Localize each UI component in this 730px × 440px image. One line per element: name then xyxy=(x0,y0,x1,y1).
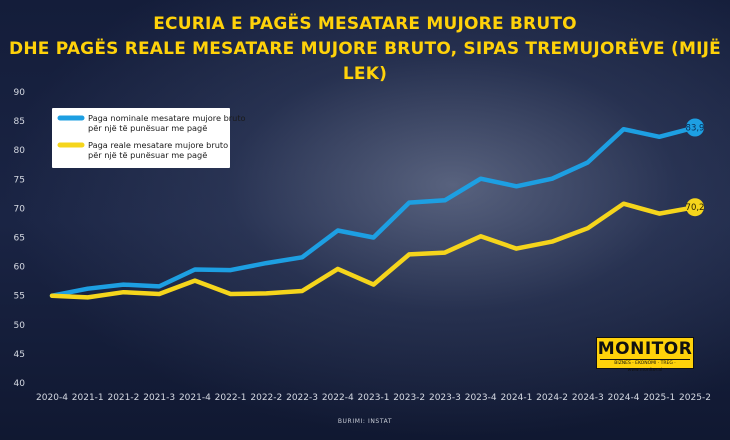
y-tick-label: 50 xyxy=(14,321,26,331)
x-tick-label: 2023-2 xyxy=(393,393,425,403)
logo-tagline: BIZNES · EKONOMI · TREG · www.monitor.al xyxy=(600,359,690,374)
y-tick-label: 55 xyxy=(14,292,25,302)
y-tick-label: 60 xyxy=(14,263,26,273)
y-axis: 40 45 50 55 60 65 70 75 80 85 90 xyxy=(14,88,26,389)
x-tick-label: 2024-3 xyxy=(572,393,604,403)
legend-label: Paga reale mesatare mujore bruto xyxy=(88,140,228,150)
x-tick-label: 2021-4 xyxy=(179,393,211,403)
series-lines xyxy=(49,125,698,300)
logo-brand: MONITOR xyxy=(597,339,693,359)
x-tick-label: 2021-2 xyxy=(107,393,139,403)
chart-title: ECURIA E PAGËS MESATARE MUJORE BRUTO DHE… xyxy=(0,12,730,87)
legend-label: Paga nominale mesatare mujore bruto xyxy=(88,113,246,123)
source-note: BURIMI: INSTAT xyxy=(337,418,393,425)
end-value-label: 83,9 xyxy=(686,124,705,134)
title-line-2: DHE PAGËS REALE MESATARE MUJORE BRUTO, S… xyxy=(9,39,721,84)
x-tick-label: 2024-4 xyxy=(608,393,640,403)
end-marker xyxy=(686,118,704,137)
y-tick-label: 90 xyxy=(14,88,26,98)
x-tick-label: 2022-1 xyxy=(215,393,247,403)
legend-label-line2: për një të punësuar me pagë xyxy=(88,123,207,133)
x-axis: 2020-4 2021-1 2021-2 2021-3 2021-4 2022-1 2022… xyxy=(36,393,711,403)
y-tick-label: 40 xyxy=(14,379,26,389)
y-tick-label: 70 xyxy=(14,204,26,214)
x-tick-label: 2021-1 xyxy=(72,393,104,403)
x-tick-label: 2025-1 xyxy=(643,393,675,403)
y-tick-label: 80 xyxy=(14,146,26,156)
x-tick-label: 2022-4 xyxy=(322,393,354,403)
x-tick-label: 2023-1 xyxy=(358,393,390,403)
x-tick-label: 2024-1 xyxy=(500,393,532,403)
x-tick-label: 2022-2 xyxy=(250,393,282,403)
x-tick-label: 2022-3 xyxy=(286,393,318,403)
x-tick-label: 2025-2 xyxy=(679,393,711,403)
y-tick-label: 75 xyxy=(14,175,25,185)
x-tick-label: 2020-4 xyxy=(36,393,68,403)
y-tick-label: 85 xyxy=(14,117,25,127)
series-line-real xyxy=(49,201,698,300)
x-tick-label: 2024-2 xyxy=(536,393,568,403)
series-line-nominal xyxy=(49,125,698,298)
y-tick-label: 65 xyxy=(14,234,25,244)
monitor-logo: MONITOR BIZNES · EKONOMI · TREG · www.mo… xyxy=(596,337,694,373)
title-line-1: ECURIA E PAGËS MESATARE MUJORE BRUTO xyxy=(153,14,577,34)
end-value-label: 70,2 xyxy=(686,203,705,213)
x-tick-label: 2023-4 xyxy=(465,393,497,403)
end-marker xyxy=(686,198,704,217)
x-tick-label: 2023-3 xyxy=(429,393,461,403)
legend-box xyxy=(52,108,230,168)
end-labels: 83,9 70,2 xyxy=(686,118,705,217)
x-tick-label: 2021-3 xyxy=(143,393,175,403)
y-tick-label: 45 xyxy=(14,350,25,360)
legend-label-line2: për një të punësuar me pagë xyxy=(88,150,207,160)
